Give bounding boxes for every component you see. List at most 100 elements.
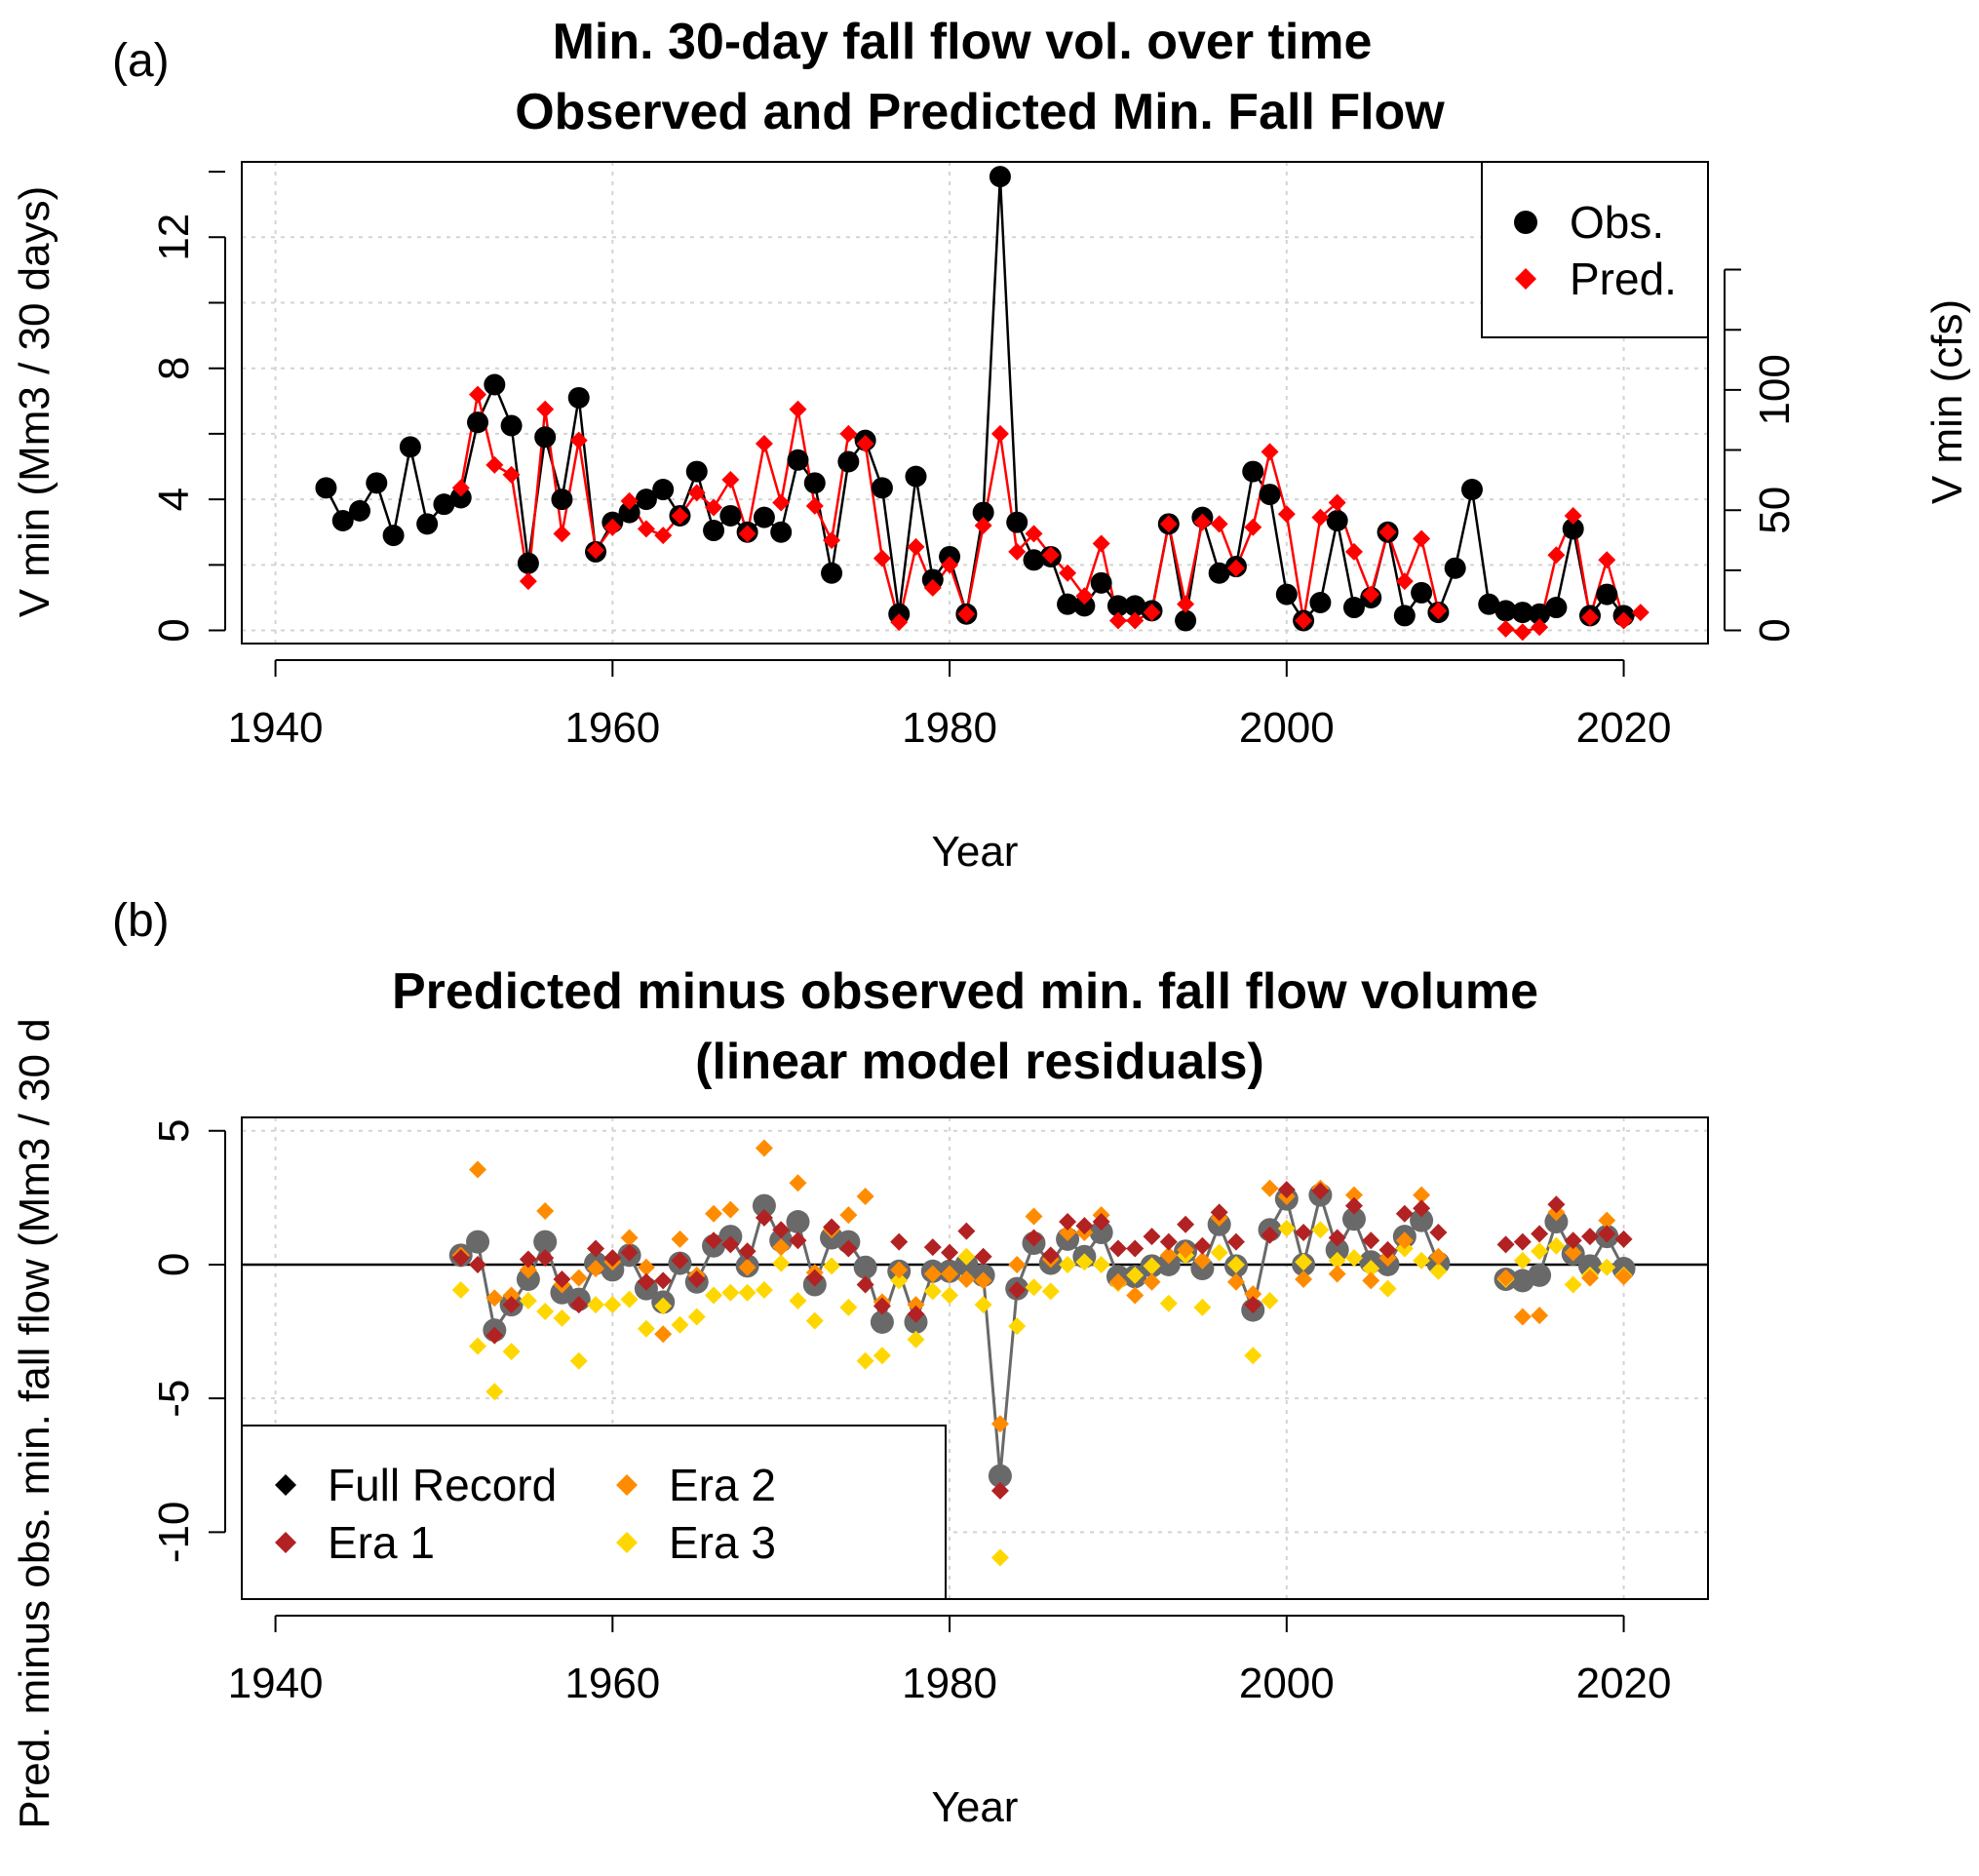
panel-b: (b) Predicted minus observed min. fall f… [11,895,1709,1831]
era3-point [1311,1221,1330,1239]
era1-point [1210,1203,1228,1222]
pred-point [1614,611,1633,630]
obs-point [837,450,860,473]
obs-point [1073,595,1096,617]
obs-point [652,479,675,501]
obs-point [1275,583,1298,606]
pred-point [1210,515,1228,533]
era1-point [519,1250,537,1269]
era1-point [823,1218,841,1236]
obs-point [1494,600,1517,622]
legend-era1-label: Era 1 [328,1517,435,1568]
panel-b-x-label: Year [932,1783,1019,1831]
era1-point [1244,1296,1262,1314]
panel-a-x-axis: 1940 1960 1980 2000 2020 [228,659,1672,752]
era1-point [1413,1199,1431,1218]
era1-point [587,1239,605,1258]
era3-point [705,1286,723,1305]
pred-point [1311,508,1330,527]
era3-point [1261,1291,1279,1309]
era1-point [873,1297,891,1315]
era1-point [721,1235,740,1254]
y-tick-label: 12 [150,214,198,261]
era3-point [1344,1249,1363,1268]
pred-point [485,455,504,474]
pred-point [1362,585,1380,604]
era1-point [1362,1231,1380,1250]
era3-point [721,1283,740,1302]
era1-point [1041,1246,1060,1265]
era3-point [519,1291,537,1309]
era2-point [1226,1272,1245,1291]
y-tick-label: 0 [150,618,198,642]
obs-point [1460,479,1483,501]
era1-point [1395,1204,1414,1223]
panel-a-plot-box [241,161,1709,645]
era1-point [1108,1239,1127,1258]
y-tick-label: 4 [150,488,198,511]
era2-point [1025,1207,1043,1226]
era1-point [907,1305,925,1323]
era3-point [1413,1251,1431,1270]
era3-point [1126,1266,1145,1284]
era1-point [1328,1229,1346,1247]
obs-point [989,166,1011,188]
obs-point [1562,518,1584,540]
pred-point [1277,505,1296,524]
legend-pred-marker [1515,268,1536,290]
era2-point [1362,1271,1380,1290]
panel-a-right-axis: 0 50 100 [1724,268,1799,643]
era2-point [923,1265,942,1283]
era1-point [974,1247,992,1266]
era2-point [1513,1308,1532,1326]
era1-point [1193,1236,1212,1255]
era1-point [1580,1228,1599,1246]
obs-point [433,493,455,516]
era3-point [1159,1294,1178,1312]
pred-point [805,496,824,515]
y-tick-label: -10 [150,1502,198,1564]
legend-obs-label: Obs. [1570,197,1664,248]
era2-point [671,1230,689,1248]
era2-point [1531,1307,1549,1325]
obs-point [1596,583,1618,606]
era1-point [755,1208,773,1227]
era3-point [772,1254,791,1272]
pred-point [587,541,605,560]
pred-point [536,400,555,418]
full-record-point [516,1268,540,1292]
pred-point [1531,618,1549,637]
obs-point [1242,460,1264,483]
era2-point [620,1229,639,1247]
era3-point [1328,1251,1346,1270]
obs-point [618,501,640,524]
era3-point [1210,1243,1228,1262]
obs-point [449,487,472,509]
era2-point [907,1296,925,1314]
panel-b-title: Predicted minus observed min. fall flow … [392,963,1538,1020]
obs-point [467,411,489,434]
era1-point [738,1242,757,1261]
obs-point [703,520,725,542]
era3-point [990,1548,1009,1567]
era3-point [957,1247,976,1266]
y-tick-label: 8 [150,356,198,379]
era2-point [856,1187,874,1205]
pred-point [941,556,959,574]
era3-point [587,1296,605,1314]
panel-a: (a) Min. 30-day fall flow vol. over time… [11,14,1971,876]
era3-point [485,1383,504,1401]
era2-point [705,1204,723,1223]
era3-point [823,1257,841,1275]
pred-point [1598,551,1616,569]
era1-point [789,1231,807,1250]
era2-point [1261,1179,1279,1197]
obs-series-line [325,176,1625,623]
era1-point [1311,1182,1330,1200]
pred-point [755,435,773,453]
pred-point [923,578,942,597]
obs-point [871,477,893,499]
obs-point [770,521,793,543]
era2-point [587,1260,605,1278]
